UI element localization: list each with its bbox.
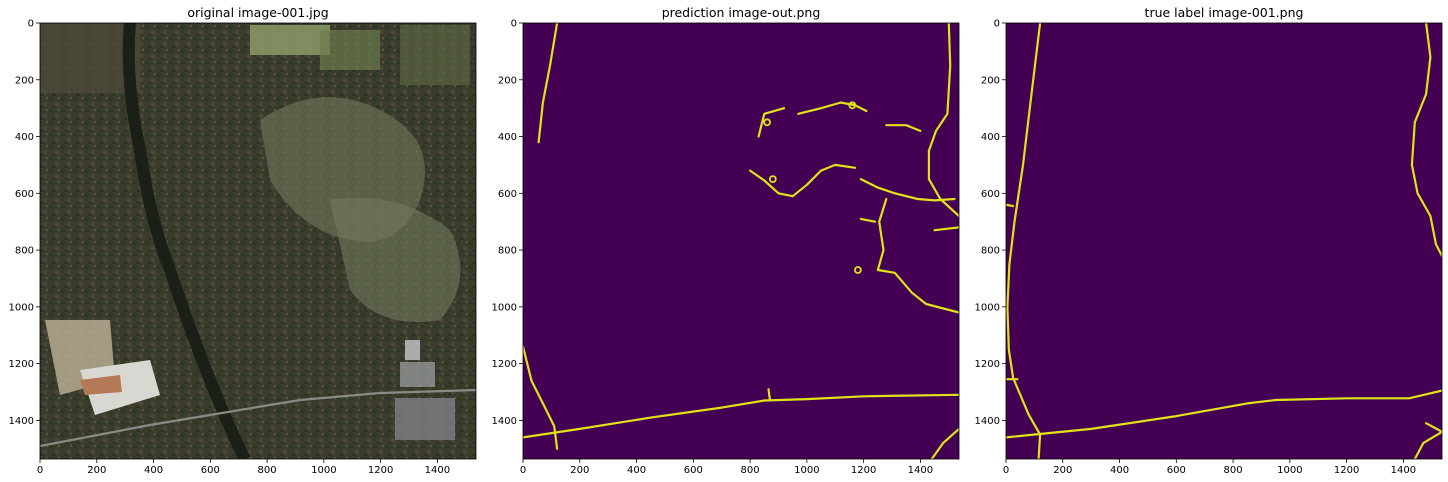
y-tick-label: 0 [994, 19, 1000, 30]
y-tick-label: 600 [15, 189, 34, 200]
x-tick-label: 800 [1224, 465, 1243, 476]
x-tick-label: 0 [1003, 465, 1009, 476]
panel-title: prediction image-out.png [662, 5, 821, 20]
y-tick-label: 1000 [492, 302, 517, 313]
road-segment [930, 427, 959, 459]
road-segment [797, 101, 868, 115]
y-tick-label: 1400 [9, 416, 34, 427]
aerial-photo [40, 23, 476, 459]
y-axis-ticks: 0 200 400 600 800 1000 1200 1400 [492, 19, 523, 427]
x-tick-label: 200 [87, 465, 106, 476]
x-axis-ticks: 0 200 400 600 800 1000 1200 1400 [1003, 459, 1416, 476]
x-tick-label: 800 [741, 465, 760, 476]
y-tick-label: 1000 [975, 302, 1000, 313]
road-junction [763, 118, 771, 127]
label-mask [1006, 23, 1442, 459]
x-tick-label: 1200 [368, 465, 393, 476]
y-axis-ticks: 0 200 400 600 800 1000 1200 1400 [975, 19, 1006, 427]
y-tick-label: 1400 [492, 416, 517, 427]
x-tick-label: 0 [37, 465, 43, 476]
road-segment [767, 388, 772, 402]
road-segment [1006, 23, 1042, 459]
x-tick-label: 600 [201, 465, 220, 476]
y-tick-label: 200 [15, 75, 34, 86]
y-tick-label: 1200 [492, 359, 517, 370]
x-axis-ticks: 0 200 400 600 800 1000 1200 1400 [520, 459, 933, 476]
panel-true-label: true label image-001.png 0 200 400 600 800 10… [975, 5, 1443, 476]
y-tick-label: 1000 [9, 302, 34, 313]
x-tick-label: 1200 [851, 465, 876, 476]
y-tick-label: 800 [498, 246, 517, 257]
road-junction [848, 101, 857, 110]
y-tick-label: 1200 [9, 359, 34, 370]
x-tick-label: 1400 [425, 465, 450, 476]
y-tick-label: 0 [511, 19, 517, 30]
x-tick-label: 400 [627, 465, 646, 476]
y-tick-label: 600 [498, 189, 517, 200]
x-tick-label: 200 [1053, 465, 1072, 476]
x-tick-label: 1400 [1391, 465, 1416, 476]
panel-original: original image-001.jpg 0 200 400 600 800 1000… [9, 5, 477, 476]
x-tick-label: 400 [1110, 465, 1129, 476]
x-tick-label: 1000 [794, 465, 819, 476]
x-tick-label: 1000 [1277, 465, 1302, 476]
y-tick-label: 800 [981, 246, 1000, 257]
y-tick-label: 400 [15, 132, 34, 143]
road-segment [1410, 23, 1442, 257]
panel-title: true label image-001.png [1145, 5, 1304, 20]
y-tick-label: 400 [498, 132, 517, 143]
y-axis-ticks: 0 200 400 600 800 1000 1200 1400 [9, 19, 40, 427]
panel-title: original image-001.jpg [187, 5, 328, 20]
y-tick-label: 400 [981, 132, 1000, 143]
x-tick-label: 200 [570, 465, 589, 476]
road-segment [927, 23, 959, 218]
y-tick-label: 0 [28, 19, 34, 30]
road-segment [933, 226, 959, 232]
y-tick-label: 800 [15, 246, 34, 257]
x-tick-label: 600 [1167, 465, 1186, 476]
panel-prediction: prediction image-out.png 0 200 400 600 800 10… [492, 5, 960, 476]
road-segment [537, 23, 559, 144]
road-junction [854, 266, 862, 274]
x-tick-label: 400 [144, 465, 163, 476]
road-junction [768, 175, 777, 184]
prediction-mask [523, 23, 959, 459]
y-tick-label: 200 [498, 75, 517, 86]
road-segment [1413, 430, 1442, 459]
x-tick-label: 0 [520, 465, 526, 476]
x-tick-label: 1400 [908, 465, 933, 476]
y-tick-label: 1400 [975, 416, 1000, 427]
y-tick-label: 600 [981, 189, 1000, 200]
road-segment [748, 163, 857, 198]
road-segment [859, 217, 877, 223]
road-segment [1006, 203, 1015, 208]
x-tick-label: 1200 [1334, 465, 1359, 476]
y-tick-label: 1200 [975, 359, 1000, 370]
road-segment [757, 107, 786, 138]
x-tick-label: 800 [258, 465, 277, 476]
road-segment [859, 178, 956, 202]
x-tick-label: 1000 [311, 465, 336, 476]
road-segment [523, 393, 959, 439]
road-segment [1006, 389, 1442, 439]
y-tick-label: 200 [981, 75, 1000, 86]
x-axis-ticks: 0 200 400 600 800 1000 1200 1400 [37, 459, 450, 476]
road-segment [1424, 422, 1442, 433]
x-tick-label: 600 [684, 465, 703, 476]
road-segment [876, 197, 959, 314]
road-segment [885, 124, 922, 132]
